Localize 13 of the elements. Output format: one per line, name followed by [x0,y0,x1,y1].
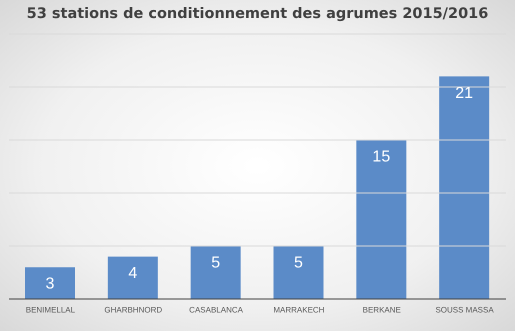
x-tick-label: BENIMELLAL [26,306,76,315]
x-tick-label: BERKANE [362,306,401,315]
data-label: 5 [211,254,220,272]
data-label: 3 [46,276,55,293]
x-tick-label: GHARBHNORD [104,306,162,315]
data-label: 15 [372,148,390,166]
x-tick-label: CASABLANCA [189,306,244,315]
data-label: 21 [455,84,474,102]
data-label: 4 [128,264,138,282]
x-tick-label: MARRAKECH [273,306,325,315]
chart-title: 53 stations de conditionnement des agrumes 2015/2016 [26,6,490,22]
data-label: 5 [294,254,304,272]
x-tick-label: SOUSS MASSA [435,306,494,315]
